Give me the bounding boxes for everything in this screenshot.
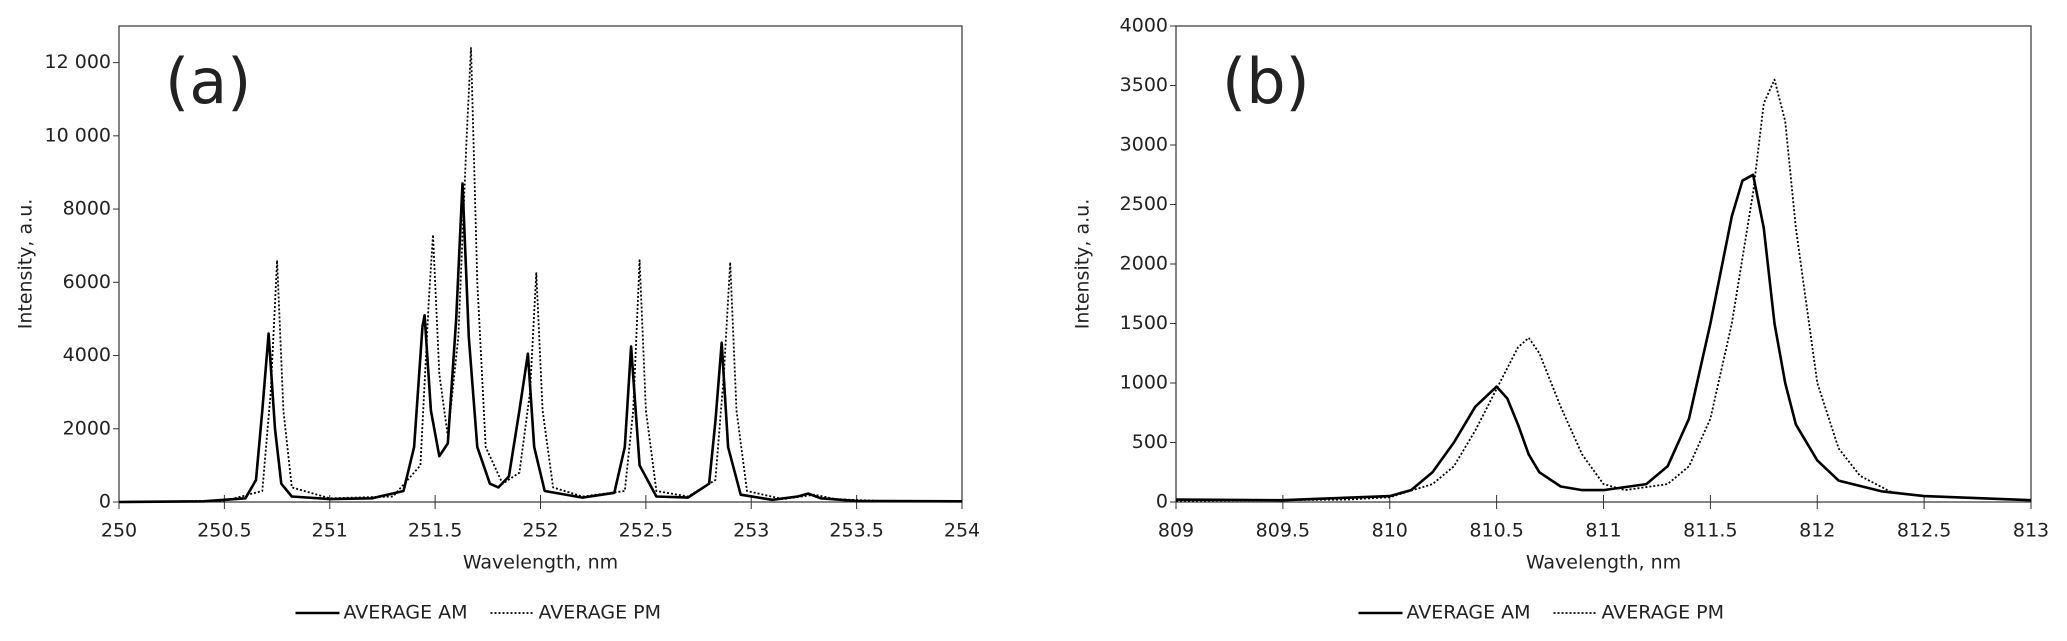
y-tick-label: 0 — [1156, 491, 1168, 513]
legend-label: AVERAGE PM — [1602, 602, 1725, 624]
y-tick-label: 10 000 — [45, 124, 111, 146]
y-tick-label: 3000 — [1120, 134, 1168, 156]
y-tick-label: 3500 — [1120, 74, 1168, 96]
x-axis-title: Wavelength, nm — [1526, 552, 1681, 574]
y-tick-label: 1500 — [1120, 312, 1168, 334]
x-tick-label: 812 — [1799, 520, 1835, 542]
panel-label: (a) — [165, 45, 251, 118]
legend-label: AVERAGE AM — [344, 602, 468, 624]
y-tick-label: 500 — [1132, 431, 1168, 453]
x-tick-label: 811.5 — [1683, 520, 1737, 542]
y-tick-label: 2500 — [1120, 193, 1168, 215]
x-tick-label: 813 — [2013, 520, 2049, 542]
y-tick-label: 2000 — [63, 417, 111, 439]
x-tick-label: 809 — [1158, 520, 1194, 542]
x-tick-label: 250.5 — [197, 520, 251, 542]
x-axis-title: Wavelength, nm — [463, 552, 618, 574]
x-tick-label: 251 — [312, 520, 348, 542]
y-tick-label: 2000 — [1120, 253, 1168, 275]
x-tick-label: 253.5 — [829, 520, 883, 542]
data-line — [1175, 78, 1893, 502]
x-tick-label: 254 — [944, 520, 980, 542]
x-tick-label: 251.5 — [408, 520, 462, 542]
x-tick-label: 811 — [1585, 520, 1621, 542]
x-tick-label: 253 — [733, 520, 769, 542]
data-line — [118, 182, 963, 504]
data-line — [1175, 173, 2032, 502]
y-tick-label: 8000 — [63, 198, 111, 220]
panel-label: (b) — [1222, 45, 1310, 118]
y-tick-label: 4000 — [63, 344, 111, 366]
y-tick-label: 6000 — [63, 271, 111, 293]
y-tick-label: 1000 — [1120, 372, 1168, 394]
legend-label: AVERAGE AM — [1407, 602, 1531, 624]
y-tick-label: 0 — [99, 491, 111, 513]
x-tick-label: 809.5 — [1256, 520, 1310, 542]
y-axis-title: Intensity, a.u. — [15, 199, 37, 330]
x-tick-label: 810.5 — [1469, 520, 1523, 542]
x-tick-label: 250 — [101, 520, 137, 542]
x-tick-label: 252 — [522, 520, 558, 542]
legend-label: AVERAGE PM — [539, 602, 662, 624]
y-tick-label: 4000 — [1120, 15, 1168, 37]
x-tick-label: 812.5 — [1897, 520, 1951, 542]
y-axis-title: Intensity, a.u. — [1072, 199, 1094, 330]
y-tick-label: 12 000 — [45, 51, 111, 73]
x-tick-label: 810 — [1372, 520, 1408, 542]
x-tick-label: 252.5 — [619, 520, 673, 542]
data-line — [118, 47, 963, 503]
